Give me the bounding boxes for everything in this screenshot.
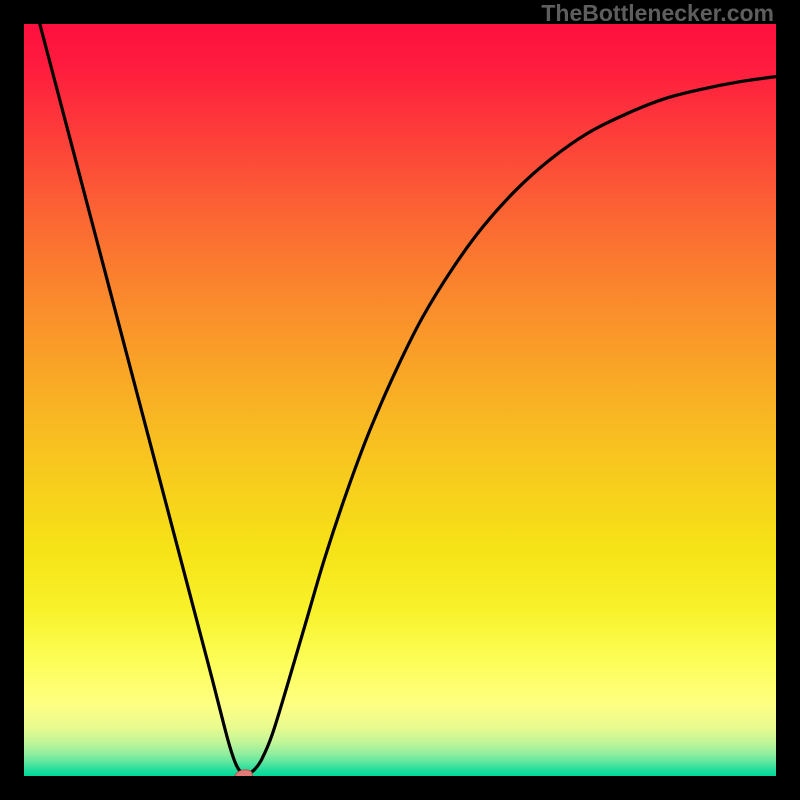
plot-area: [24, 24, 776, 776]
plot-svg: [24, 24, 776, 776]
watermark-label: TheBottlenecker.com: [541, 0, 774, 27]
gradient-background: [24, 24, 776, 776]
